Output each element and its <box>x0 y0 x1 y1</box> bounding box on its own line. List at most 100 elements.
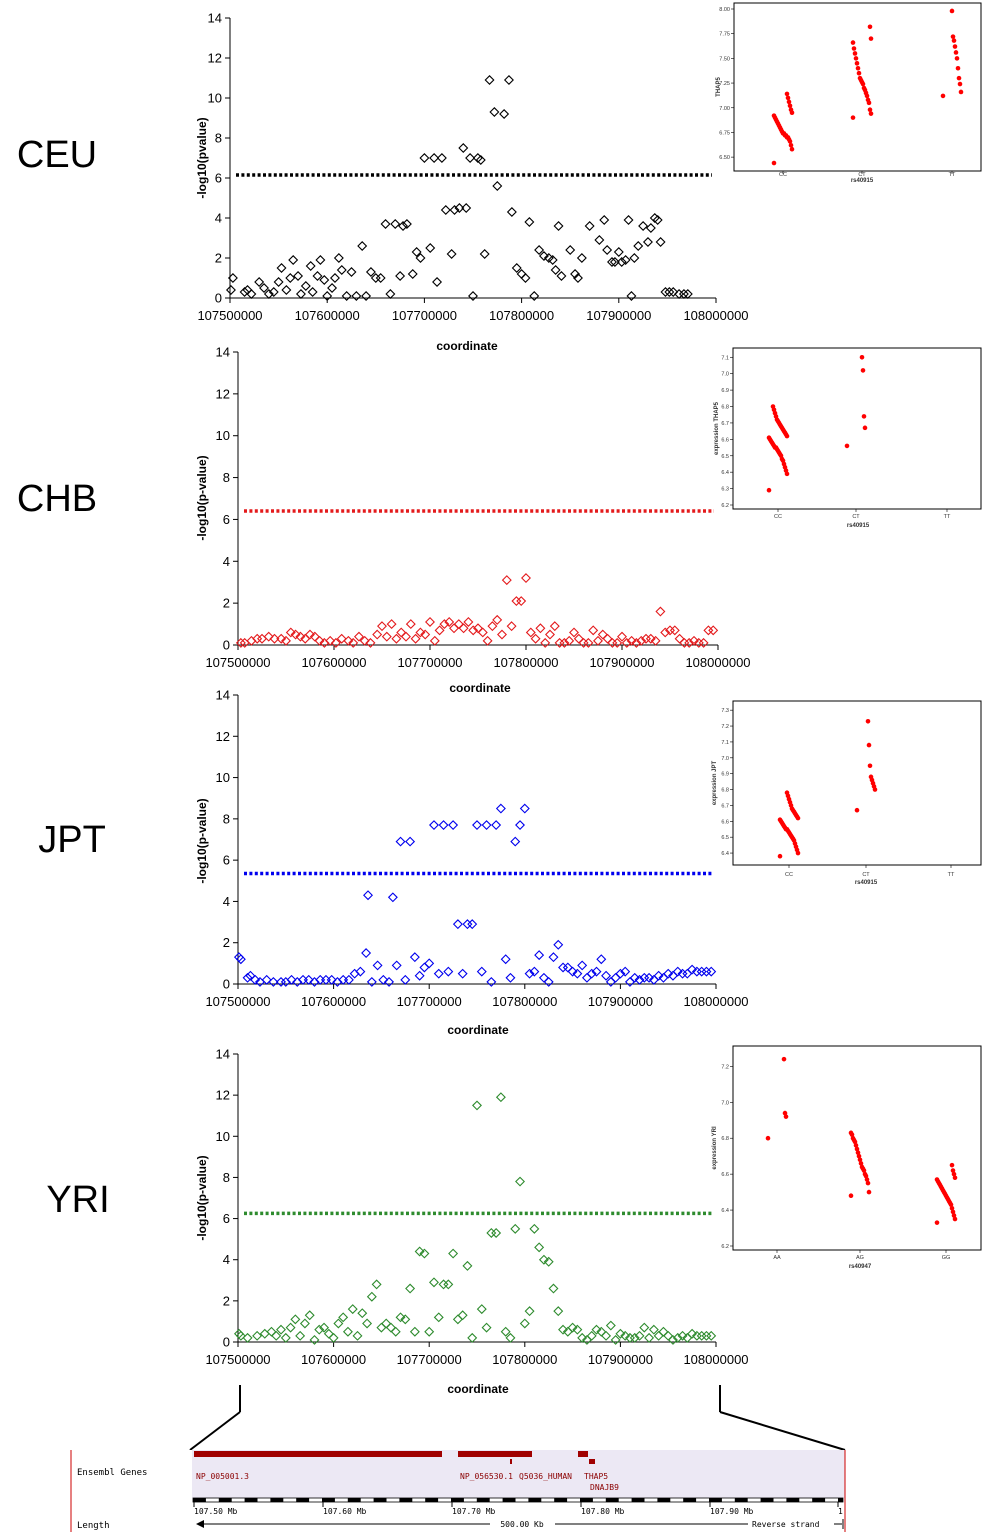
data-point <box>644 1332 655 1343</box>
data-point <box>577 1332 588 1343</box>
y-tick-label: 8 <box>223 1170 230 1185</box>
data-point <box>594 235 605 245</box>
inset-x-axis-label: rs40915 <box>847 523 870 529</box>
x-tick-label: 108000000 <box>683 308 748 323</box>
data-point <box>492 614 503 625</box>
y-tick-label: 12 <box>216 729 230 744</box>
inset-y-tick-label: 8.00 <box>719 7 730 13</box>
data-point <box>319 1322 330 1333</box>
inset-data-point <box>861 85 867 91</box>
data-point <box>386 619 397 630</box>
data-point <box>443 966 454 977</box>
data-point <box>390 219 401 229</box>
data-point <box>285 1322 296 1333</box>
data-point <box>377 621 387 632</box>
ruler-segment <box>218 1498 232 1502</box>
ruler-segment <box>502 1498 516 1502</box>
data-point <box>520 273 531 283</box>
population-label: CHB <box>17 478 97 520</box>
inset-category-label: CT <box>858 172 866 178</box>
x-tick-label: 107700000 <box>397 1352 462 1367</box>
data-point <box>273 277 284 287</box>
data-point <box>347 1304 358 1315</box>
ruler-segment <box>786 1498 800 1502</box>
inset-data-point <box>844 443 850 449</box>
inset-data-point <box>864 1177 870 1182</box>
inset-data-point <box>770 404 776 409</box>
data-point <box>372 629 383 640</box>
y-tick-label: 12 <box>208 51 222 66</box>
data-point <box>558 962 569 973</box>
inset-y-tick-label: 6.6 <box>721 1172 729 1178</box>
data-point <box>468 625 479 636</box>
ruler-segment <box>631 1498 645 1502</box>
y-tick-label: 8 <box>215 131 222 146</box>
data-point <box>641 633 651 644</box>
data-point <box>620 966 631 977</box>
data-point <box>621 637 632 648</box>
inset-data-point <box>951 1171 957 1177</box>
gene-exon-tick <box>510 1459 512 1464</box>
y-tick-label: 0 <box>223 977 230 992</box>
data-point <box>486 976 497 987</box>
track-label: Ensembl Genes <box>77 1468 147 1478</box>
ruler-segment <box>347 1498 361 1502</box>
data-point <box>612 637 623 648</box>
inset-y-axis-label: expression JPT <box>712 760 718 805</box>
data-point <box>429 153 440 163</box>
data-point <box>395 1312 406 1323</box>
data-point <box>452 1314 463 1325</box>
inset-y-tick-label: 7.2 <box>721 1064 729 1070</box>
ruler-segment <box>322 1498 335 1502</box>
data-point <box>290 629 301 640</box>
data-point <box>434 625 445 636</box>
inset-data-point <box>954 56 960 61</box>
data-point <box>325 635 336 646</box>
data-point <box>524 1306 535 1317</box>
data-point <box>626 635 637 646</box>
data-point <box>550 265 561 275</box>
data-point <box>540 637 551 648</box>
data-point <box>329 273 340 283</box>
data-point <box>419 1248 430 1259</box>
inset-data-point <box>848 1130 854 1136</box>
data-point <box>602 245 613 255</box>
inset-data-point <box>784 91 790 97</box>
data-point <box>486 1227 497 1238</box>
inset-data-point <box>787 103 793 109</box>
data-point <box>410 633 421 644</box>
data-point <box>663 968 674 979</box>
inset-y-axis-label: expression THAP5 <box>714 401 720 455</box>
x-tick-label: 107500000 <box>205 655 270 670</box>
data-point <box>691 966 702 977</box>
y-tick-label: 4 <box>223 554 230 569</box>
x-tick-label: 107800000 <box>489 308 554 323</box>
data-point <box>605 1320 616 1331</box>
y-axis-label: -log10(p-value) <box>195 1155 209 1240</box>
gene-label: DNAJB9 <box>590 1483 619 1492</box>
inset-data-point <box>953 50 959 55</box>
y-tick-label: 14 <box>216 345 230 360</box>
data-point <box>558 1324 569 1335</box>
inset-y-tick-label: 6.7 <box>721 421 729 427</box>
chb-expression-inset: 6.2 6.3 6.4 6.5 6.6 6.7 6.8 6.9 7.0 7.1 CC CT TT rs40… <box>714 347 982 529</box>
length-arrow-left <box>196 1520 204 1528</box>
y-tick-label: 14 <box>216 688 230 703</box>
data-point <box>391 633 402 644</box>
data-point <box>425 617 435 627</box>
data-point <box>678 289 689 299</box>
y-tick-label: 10 <box>216 770 230 785</box>
data-point <box>409 1326 420 1337</box>
inset-category-label: GG <box>942 1255 951 1261</box>
data-point <box>479 249 490 259</box>
data-point <box>567 1322 578 1333</box>
genome-browser-strip: Ensembl Genes Length NP_005001.3 NP_0565… <box>70 1450 846 1532</box>
data-point <box>323 1328 334 1339</box>
inset-y-tick-label: 6.6 <box>721 819 729 825</box>
inset-data-point <box>958 89 964 95</box>
data-point <box>648 1324 659 1335</box>
data-point <box>633 241 644 251</box>
y-tick-label: 0 <box>215 291 222 306</box>
data-point <box>395 271 406 281</box>
data-point <box>225 285 236 295</box>
